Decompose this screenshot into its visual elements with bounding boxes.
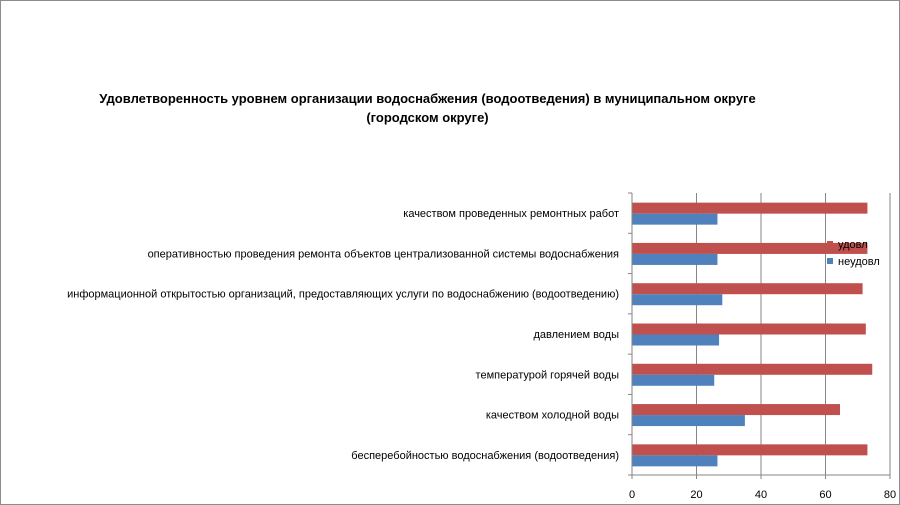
bar-neudovl <box>632 213 718 225</box>
category-label: качеством проведенных ремонтных работ <box>403 208 619 220</box>
category-labels: качеством проведенных ремонтных работ опе… <box>67 208 619 462</box>
x-tick-label: 0 <box>629 489 635 501</box>
bar-neudovl <box>632 253 718 265</box>
chart-title-line-2: (городском округе) <box>366 110 489 125</box>
chart-title-line-1: Удовлетворенность уровнем организации во… <box>99 91 756 106</box>
bar-neudovl <box>632 294 723 306</box>
legend-label: удовл <box>838 239 868 251</box>
legend-label: неудовл <box>838 256 880 268</box>
category-label: качеством холодной воды <box>486 410 619 422</box>
bar-udovl <box>632 363 873 375</box>
category-label: давлением воды <box>533 329 619 341</box>
bar-neudovl <box>632 415 745 427</box>
x-tick-label: 80 <box>884 489 896 501</box>
bars <box>632 202 873 467</box>
bar-neudovl <box>632 374 715 386</box>
x-tick-label: 40 <box>755 489 767 501</box>
bar-udovl <box>632 242 868 254</box>
category-label: температурой горячей воды <box>476 369 620 381</box>
bar-udovl <box>632 202 868 214</box>
x-tick-label: 20 <box>690 489 702 501</box>
legend-swatch <box>827 258 833 264</box>
bar-neudovl <box>632 334 720 346</box>
x-tick-labels: 0 20 40 60 80 <box>629 489 896 501</box>
axes <box>628 192 891 479</box>
chart-title: Удовлетворенность уровнем организации во… <box>60 89 795 127</box>
category-label: оперативностью проведения ремонта объект… <box>148 248 619 260</box>
x-tick-label: 60 <box>819 489 831 501</box>
bar-udovl <box>632 444 868 456</box>
category-label: бесперебойностью водоснабжения (водоотве… <box>351 450 619 462</box>
bar-udovl <box>632 404 841 416</box>
legend: удовл неудовл <box>827 239 880 268</box>
bar-udovl <box>632 323 866 335</box>
bar-udovl <box>632 283 863 295</box>
bar-neudovl <box>632 455 718 467</box>
legend-swatch <box>827 241 833 247</box>
category-label: информационной открытостью организаций, … <box>67 289 619 301</box>
